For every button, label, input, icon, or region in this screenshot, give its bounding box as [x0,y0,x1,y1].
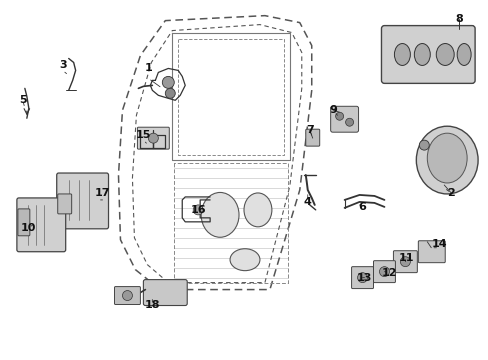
Ellipse shape [456,44,470,66]
Text: 6: 6 [358,202,366,212]
Text: 9: 9 [329,105,337,115]
Text: 15: 15 [136,130,151,140]
Text: 14: 14 [430,239,446,249]
FancyBboxPatch shape [58,194,72,214]
Text: 5: 5 [19,95,27,105]
Text: 11: 11 [398,253,413,263]
Circle shape [379,267,388,276]
Ellipse shape [435,44,453,66]
FancyBboxPatch shape [143,280,187,306]
Text: 17: 17 [95,188,110,198]
FancyBboxPatch shape [417,241,444,263]
Ellipse shape [394,44,409,66]
Text: 1: 1 [144,63,152,73]
Text: 2: 2 [447,188,454,198]
Text: 7: 7 [305,125,313,135]
Ellipse shape [201,193,239,237]
FancyBboxPatch shape [137,127,169,149]
Text: 8: 8 [454,14,462,24]
Circle shape [162,76,174,88]
FancyBboxPatch shape [17,198,65,252]
Ellipse shape [229,249,260,271]
FancyBboxPatch shape [18,209,30,236]
FancyBboxPatch shape [351,267,373,289]
Ellipse shape [415,126,477,194]
Circle shape [345,118,353,126]
Circle shape [400,257,409,267]
Text: 3: 3 [59,60,66,71]
Ellipse shape [413,44,429,66]
FancyBboxPatch shape [381,26,474,84]
Ellipse shape [244,193,271,227]
Circle shape [165,88,175,98]
Text: 12: 12 [381,267,396,278]
Circle shape [335,112,343,120]
Circle shape [357,273,367,283]
FancyBboxPatch shape [330,106,358,132]
Text: 4: 4 [303,197,311,207]
Circle shape [419,140,428,150]
Circle shape [122,291,132,301]
Circle shape [148,133,158,143]
FancyBboxPatch shape [114,287,140,305]
Text: 18: 18 [144,300,160,310]
Circle shape [193,205,203,215]
FancyBboxPatch shape [57,173,108,229]
Ellipse shape [427,133,466,183]
Text: 13: 13 [356,273,371,283]
Text: 10: 10 [21,223,37,233]
FancyBboxPatch shape [393,251,416,273]
FancyBboxPatch shape [305,129,319,146]
Text: 16: 16 [190,205,205,215]
FancyBboxPatch shape [373,261,395,283]
